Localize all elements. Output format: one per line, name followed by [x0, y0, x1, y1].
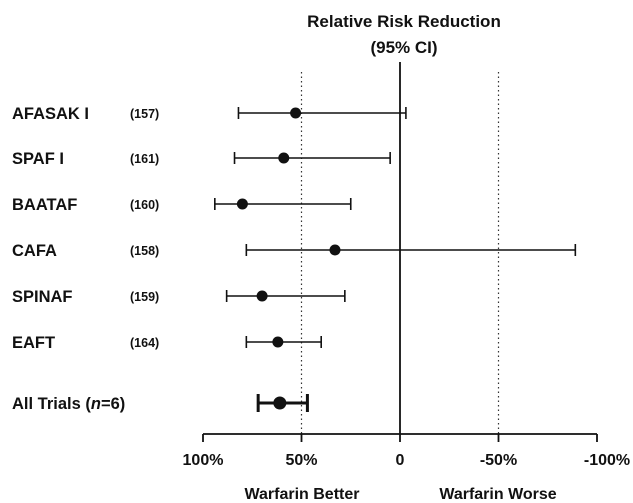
- study-row-baataf: BAATAF (160): [12, 196, 352, 214]
- point-estimate: [278, 152, 290, 164]
- x-tick-label-3: -50%: [480, 452, 517, 469]
- study-label: CAFA: [12, 242, 57, 260]
- study-label: SPINAF: [12, 288, 73, 306]
- study-row-eaft: EAFT (164): [12, 334, 323, 352]
- point-estimate: [290, 107, 302, 119]
- study-reference: (160): [130, 198, 159, 212]
- study-row-spinaf: SPINAF (159): [12, 288, 346, 306]
- point-estimate: [272, 336, 284, 348]
- x-axis: 100% 50% 0 -50% -100%: [183, 433, 630, 469]
- chart-title: Relative Risk Reduction: [307, 12, 501, 31]
- study-reference: (158): [130, 244, 159, 258]
- point-estimate: [236, 198, 248, 210]
- study-reference: (161): [130, 152, 159, 166]
- study-reference: (159): [130, 290, 159, 304]
- study-label: SPAF I: [12, 150, 64, 168]
- study-row-afasak-i: AFASAK I (157): [12, 105, 407, 123]
- x-tick-label-2: 0: [396, 452, 405, 469]
- study-row-all-trials: All Trials (n=6): [12, 394, 309, 413]
- axis-label-warfarin-worse: Warfarin Worse: [439, 486, 556, 503]
- study-rows: AFASAK I (157) SPAF I (161) BAATAF (160) CAFA (…: [12, 105, 577, 413]
- study-label: EAFT: [12, 334, 55, 352]
- x-tick-label-4: -100%: [584, 452, 630, 469]
- study-row-cafa: CAFA (158): [12, 242, 577, 260]
- x-tick-label-1: 50%: [285, 452, 317, 469]
- study-label: BAATAF: [12, 196, 77, 214]
- point-estimate: [256, 290, 268, 302]
- study-reference: (157): [130, 107, 159, 121]
- axis-label-warfarin-better: Warfarin Better: [245, 486, 360, 503]
- study-label: All Trials (n=6): [12, 395, 125, 413]
- reference-lines: [300, 62, 500, 434]
- study-reference: (164): [130, 336, 159, 350]
- study-row-spaf-i: SPAF I (161): [12, 150, 391, 168]
- study-label: AFASAK I: [12, 105, 89, 123]
- chart-subtitle: (95% CI): [370, 38, 437, 57]
- point-estimate: [329, 244, 341, 256]
- x-tick-label-0: 100%: [183, 452, 224, 469]
- point-estimate: [273, 396, 287, 410]
